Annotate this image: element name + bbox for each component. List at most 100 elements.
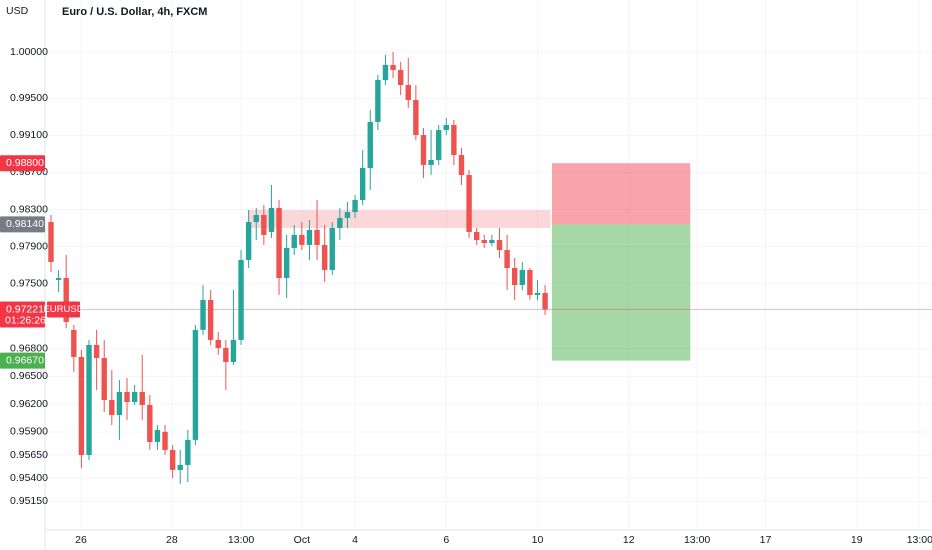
candle-body bbox=[86, 344, 92, 456]
x-tick-label: 13:00 bbox=[228, 534, 254, 546]
candle-body bbox=[207, 299, 214, 340]
candle-body bbox=[192, 329, 199, 440]
candle-body bbox=[215, 339, 221, 348]
y-tick-label: 0.96500 bbox=[10, 370, 48, 382]
candle-body bbox=[458, 155, 465, 175]
y-tick-label: 0.97900 bbox=[10, 240, 48, 252]
candle-body bbox=[542, 292, 548, 310]
candle-body bbox=[511, 268, 518, 285]
last-price-label: 0.97221 bbox=[6, 303, 44, 315]
price-tag-label: 0.98800 bbox=[6, 157, 44, 169]
axes: 1.000000.995000.991000.987000.983000.979… bbox=[10, 46, 932, 546]
x-tick-label: 17 bbox=[760, 534, 772, 546]
x-tick-label: 13:00 bbox=[907, 534, 932, 546]
candle-body bbox=[519, 269, 525, 285]
candle-body bbox=[139, 392, 145, 405]
candle-body bbox=[375, 79, 381, 122]
candle-body bbox=[55, 278, 62, 280]
y-tick-label: 0.95400 bbox=[10, 472, 48, 484]
candle-body bbox=[489, 240, 495, 243]
candle-body bbox=[169, 449, 176, 470]
candle-body bbox=[405, 84, 411, 100]
candle-body bbox=[435, 130, 442, 160]
candle-body bbox=[413, 99, 419, 136]
candle-body bbox=[344, 212, 351, 218]
candle-body bbox=[238, 259, 244, 340]
stop-area bbox=[551, 163, 691, 225]
candle-body bbox=[124, 392, 130, 403]
x-tick-label: 4 bbox=[352, 534, 358, 546]
candle-body bbox=[390, 64, 396, 70]
candle-body bbox=[177, 464, 183, 470]
candle-body bbox=[245, 222, 252, 260]
y-tick-label: 0.99500 bbox=[10, 92, 48, 104]
zone bbox=[247, 209, 551, 228]
symbol-label: EURUSD bbox=[43, 304, 83, 315]
y-tick-label: 0.97500 bbox=[10, 277, 48, 289]
candle-body bbox=[443, 125, 449, 131]
x-tick-label: 28 bbox=[166, 534, 178, 546]
x-tick-label: 19 bbox=[851, 534, 863, 546]
candle-body bbox=[481, 240, 487, 243]
candle-body bbox=[496, 240, 503, 251]
candle-body bbox=[473, 231, 480, 241]
price-tag-label: 0.96670 bbox=[6, 354, 44, 366]
candle-body bbox=[352, 199, 358, 213]
candle-body bbox=[299, 234, 305, 245]
currency-label: USD bbox=[6, 5, 29, 17]
symbol-tag bbox=[47, 301, 80, 318]
x-tick-label: 10 bbox=[532, 534, 544, 546]
x-tick-label: 26 bbox=[75, 534, 87, 546]
candle-body bbox=[420, 135, 427, 165]
candle-body bbox=[268, 207, 275, 232]
candle-body bbox=[527, 269, 533, 295]
candle-body bbox=[101, 357, 107, 400]
price-tag-label: 0.98140 bbox=[6, 218, 44, 230]
price-tag bbox=[0, 216, 45, 233]
price-tag bbox=[0, 155, 45, 172]
candle-body bbox=[428, 159, 434, 165]
candle-body bbox=[200, 299, 206, 330]
candle-body bbox=[283, 247, 290, 279]
target-area bbox=[551, 224, 691, 361]
drawings bbox=[45, 163, 932, 361]
y-tick-label: 0.95150 bbox=[10, 495, 48, 507]
candle-body bbox=[367, 121, 373, 169]
candle-body bbox=[253, 215, 259, 223]
candle-body bbox=[321, 244, 328, 270]
candle-body bbox=[154, 429, 161, 442]
y-tick-label: 1.00000 bbox=[10, 46, 48, 58]
candle-body bbox=[147, 404, 153, 442]
candle-body bbox=[48, 222, 54, 262]
candle-body bbox=[397, 69, 404, 85]
last-price-tag bbox=[0, 301, 45, 328]
candle-body bbox=[116, 392, 123, 415]
candle-body bbox=[329, 227, 335, 270]
candle-body bbox=[261, 215, 267, 235]
y-tick-label: 0.96200 bbox=[10, 398, 48, 410]
candle-body bbox=[451, 125, 457, 156]
candle-body bbox=[337, 217, 343, 228]
candle-body bbox=[185, 439, 191, 465]
candle-body bbox=[382, 64, 389, 80]
y-tick-label: 0.95900 bbox=[10, 426, 48, 438]
y-tick-label: 0.99100 bbox=[10, 129, 48, 141]
candle-body bbox=[131, 392, 138, 403]
candle-body bbox=[78, 356, 85, 456]
candle-body bbox=[466, 174, 472, 232]
price-tag bbox=[0, 352, 45, 369]
candle-body bbox=[223, 347, 229, 362]
candle-body bbox=[63, 278, 69, 322]
candle-body bbox=[504, 250, 510, 269]
candle-body bbox=[359, 168, 366, 200]
y-tick-label: 0.95650 bbox=[10, 449, 48, 461]
candle-body bbox=[93, 344, 100, 358]
y-tick-label: 0.96800 bbox=[10, 342, 48, 354]
candle-body bbox=[276, 207, 282, 279]
candle-body bbox=[534, 292, 541, 295]
candle-body bbox=[291, 234, 297, 248]
candle-body bbox=[71, 329, 77, 357]
x-tick-label: 12 bbox=[623, 534, 635, 546]
